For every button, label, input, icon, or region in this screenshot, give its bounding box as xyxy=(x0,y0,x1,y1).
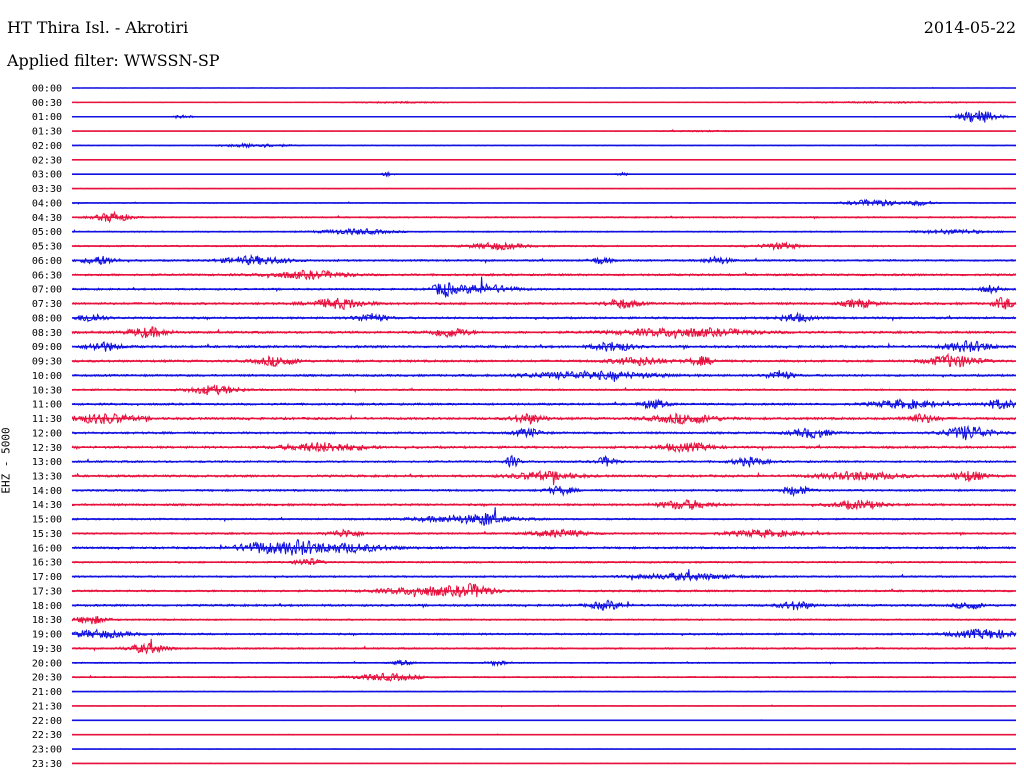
row-time-label: 21:30 xyxy=(32,701,62,712)
seismic-trace xyxy=(71,276,1017,298)
seismic-trace xyxy=(71,569,1017,582)
row-time-label: 04:30 xyxy=(32,213,62,224)
row-time-label: 11:30 xyxy=(32,414,62,425)
row-time-label: 22:00 xyxy=(32,716,62,727)
row-time-label: 06:00 xyxy=(32,256,62,267)
row-time-label: 18:30 xyxy=(32,615,62,626)
row-time-label: 10:30 xyxy=(32,385,62,396)
row-time-label: 12:30 xyxy=(32,443,62,454)
row-time-label: 20:00 xyxy=(32,658,62,669)
row-time-label: 03:30 xyxy=(32,184,62,195)
row-time-label: 16:30 xyxy=(32,558,62,569)
row-time-label: 04:00 xyxy=(32,198,62,209)
row-time-label: 14:30 xyxy=(32,500,62,511)
row-time-label: 02:00 xyxy=(32,141,62,152)
row-time-label: 21:00 xyxy=(32,687,62,698)
row-time-label: 00:30 xyxy=(32,98,62,109)
seismic-trace xyxy=(71,638,1017,655)
row-time-label: 14:00 xyxy=(32,486,62,497)
row-time-label: 23:30 xyxy=(32,759,62,770)
row-time-label: 11:00 xyxy=(32,400,62,411)
row-time-label: 06:30 xyxy=(32,270,62,281)
row-time-label: 09:00 xyxy=(32,342,62,353)
row-time-label: 19:00 xyxy=(32,630,62,641)
trace-lines xyxy=(71,87,1017,765)
row-time-label: 05:00 xyxy=(32,227,62,238)
record-date: 2014-05-22 xyxy=(923,18,1016,37)
row-time-label: 15:30 xyxy=(32,529,62,540)
row-time-label: 22:30 xyxy=(32,730,62,741)
row-time-label: 07:30 xyxy=(32,299,62,310)
seismic-trace xyxy=(71,469,1017,486)
row-time-label: 01:00 xyxy=(32,112,62,123)
row-time-label: 13:30 xyxy=(32,471,62,482)
row-time-label: 02:30 xyxy=(32,155,62,166)
row-time-label: 12:00 xyxy=(32,428,62,439)
y-axis-label-text: EHZ - 5000 xyxy=(0,427,13,494)
row-time-label: 08:00 xyxy=(32,313,62,324)
row-time-label: 23:00 xyxy=(32,745,62,756)
row-time-label: 16:00 xyxy=(32,543,62,554)
station-title: HT Thira Isl. - Akrotiri xyxy=(7,18,189,37)
row-labels: 00:00 00:30 01:00 01:30 02:00 02:30 03:00 03:30… xyxy=(32,84,62,770)
row-time-label: 05:30 xyxy=(32,242,62,253)
row-time-label: 20:30 xyxy=(32,673,62,684)
row-time-label: 01:30 xyxy=(32,127,62,138)
row-time-label: 19:30 xyxy=(32,644,62,655)
row-time-label: 17:00 xyxy=(32,572,62,583)
row-time-label: 09:30 xyxy=(32,357,62,368)
row-time-label: 03:00 xyxy=(32,170,62,181)
row-time-label: 17:30 xyxy=(32,586,62,597)
row-time-label: 18:00 xyxy=(32,601,62,612)
row-time-label: 00:00 xyxy=(32,84,62,95)
row-time-label: 15:00 xyxy=(32,515,62,526)
row-time-label: 10:00 xyxy=(32,371,62,382)
row-time-label: 13:00 xyxy=(32,457,62,468)
seismic-trace xyxy=(71,507,1017,526)
row-time-label: 08:30 xyxy=(32,328,62,339)
filter-label: Applied filter: WWSSN-SP xyxy=(7,51,220,70)
row-time-label: 07:00 xyxy=(32,285,62,296)
